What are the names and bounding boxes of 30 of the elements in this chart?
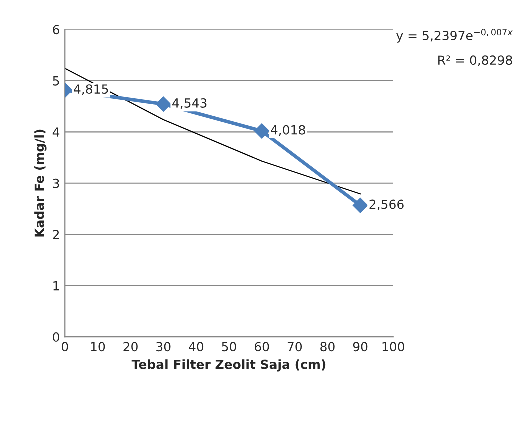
y-tick-label: 5 [53, 76, 60, 86]
text: R² = 0,8298 [438, 56, 512, 66]
y-tick-label: 0 [53, 332, 60, 342]
y-tick-label: 4 [52, 128, 60, 137]
data-label: 2,566 [370, 200, 404, 211]
data-label: 4,018 [271, 125, 306, 136]
x-tick-label: 80 [320, 342, 335, 352]
x-tick-label: 70 [288, 342, 302, 352]
x-tick-label: 60 [254, 342, 270, 352]
x-tick-label: 0 [62, 342, 68, 352]
point [254, 124, 270, 139]
point [352, 198, 368, 214]
x-axis-title: Tebal Filter Zeolit Saja (cm) [132, 360, 326, 372]
y-tick-label: 3 [53, 178, 60, 188]
x-tick-label: 10 [91, 342, 106, 352]
y-tick-label: 6 [53, 25, 60, 35]
x-tick-label: 30 [156, 342, 171, 352]
data-label: 4,543 [172, 98, 207, 110]
y-tick-label: 2 [53, 230, 60, 240]
x-tick-label: 100 [382, 342, 404, 352]
line-series [65, 68, 362, 195]
x-tick-label: 40 [189, 342, 204, 352]
x-tick-label: 90 [353, 342, 368, 352]
data-label: 4,815 [74, 84, 108, 96]
point [156, 96, 172, 112]
text: y = 5,2397e$^{−0,007x}$ [396, 29, 513, 43]
x-tick-label: 20 [124, 342, 138, 352]
y-tick-label: 1 [54, 281, 60, 291]
x-tick-label: 50 [222, 342, 236, 352]
y-axis-title: Kadar Fe (mg/l) [34, 130, 47, 237]
